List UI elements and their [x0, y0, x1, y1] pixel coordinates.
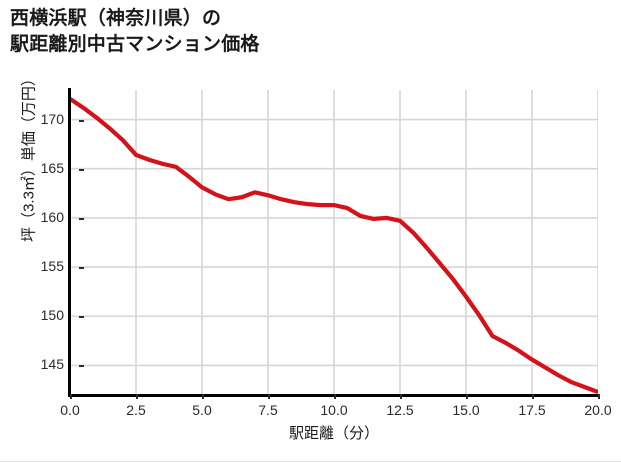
y-tick-label: 155 — [40, 258, 64, 275]
y-tick-label: 165 — [40, 159, 64, 176]
x-tick-mark — [268, 394, 270, 399]
y-tick-mark — [79, 316, 84, 319]
x-tick-mark — [400, 394, 402, 399]
y-tick-mark — [79, 168, 84, 171]
x-tick-label: 2.5 — [126, 402, 146, 418]
x-tick-mark — [136, 394, 138, 399]
x-tick-mark — [598, 394, 600, 399]
x-tick-label: 17.5 — [518, 402, 546, 418]
y-tick-mark — [79, 119, 84, 122]
y-tick-label: 160 — [40, 208, 64, 225]
x-tick-label: 7.5 — [258, 402, 278, 418]
x-tick-mark — [334, 394, 336, 399]
x-tick-mark — [202, 394, 204, 399]
gridlines — [70, 90, 598, 395]
y-tick-mark — [79, 365, 84, 368]
x-tick-mark — [70, 394, 72, 399]
x-tick-label: 20.0 — [584, 402, 612, 418]
page-title: 西横浜駅（神奈川県）の 駅距離別中古マンション価格 — [10, 8, 260, 55]
x-tick-mark — [532, 394, 534, 399]
bottom-divider — [0, 461, 621, 462]
y-tick-label: 170 — [40, 110, 64, 127]
x-tick-label: 0.0 — [60, 402, 80, 418]
y-tick-mark — [79, 267, 84, 270]
x-tick-label: 12.5 — [386, 402, 414, 418]
x-tick-label: 15.0 — [452, 402, 480, 418]
y-axis-tick-labels: 145 150 155 160 165 170 — [14, 90, 84, 395]
x-tick-mark — [466, 394, 468, 399]
plot-area — [70, 90, 598, 395]
y-tick-mark — [79, 217, 84, 220]
y-axis-spine — [68, 88, 71, 397]
price-line-series — [70, 97, 598, 395]
y-axis-title: 坪（3.3㎡）単価（万円） — [20, 71, 38, 242]
y-tick-label: 150 — [40, 307, 64, 324]
y-tick-label: 145 — [40, 356, 64, 373]
x-tick-label: 10.0 — [320, 402, 348, 418]
x-tick-label: 5.0 — [192, 402, 212, 418]
x-axis-title: 駅距離（分） — [288, 425, 379, 442]
